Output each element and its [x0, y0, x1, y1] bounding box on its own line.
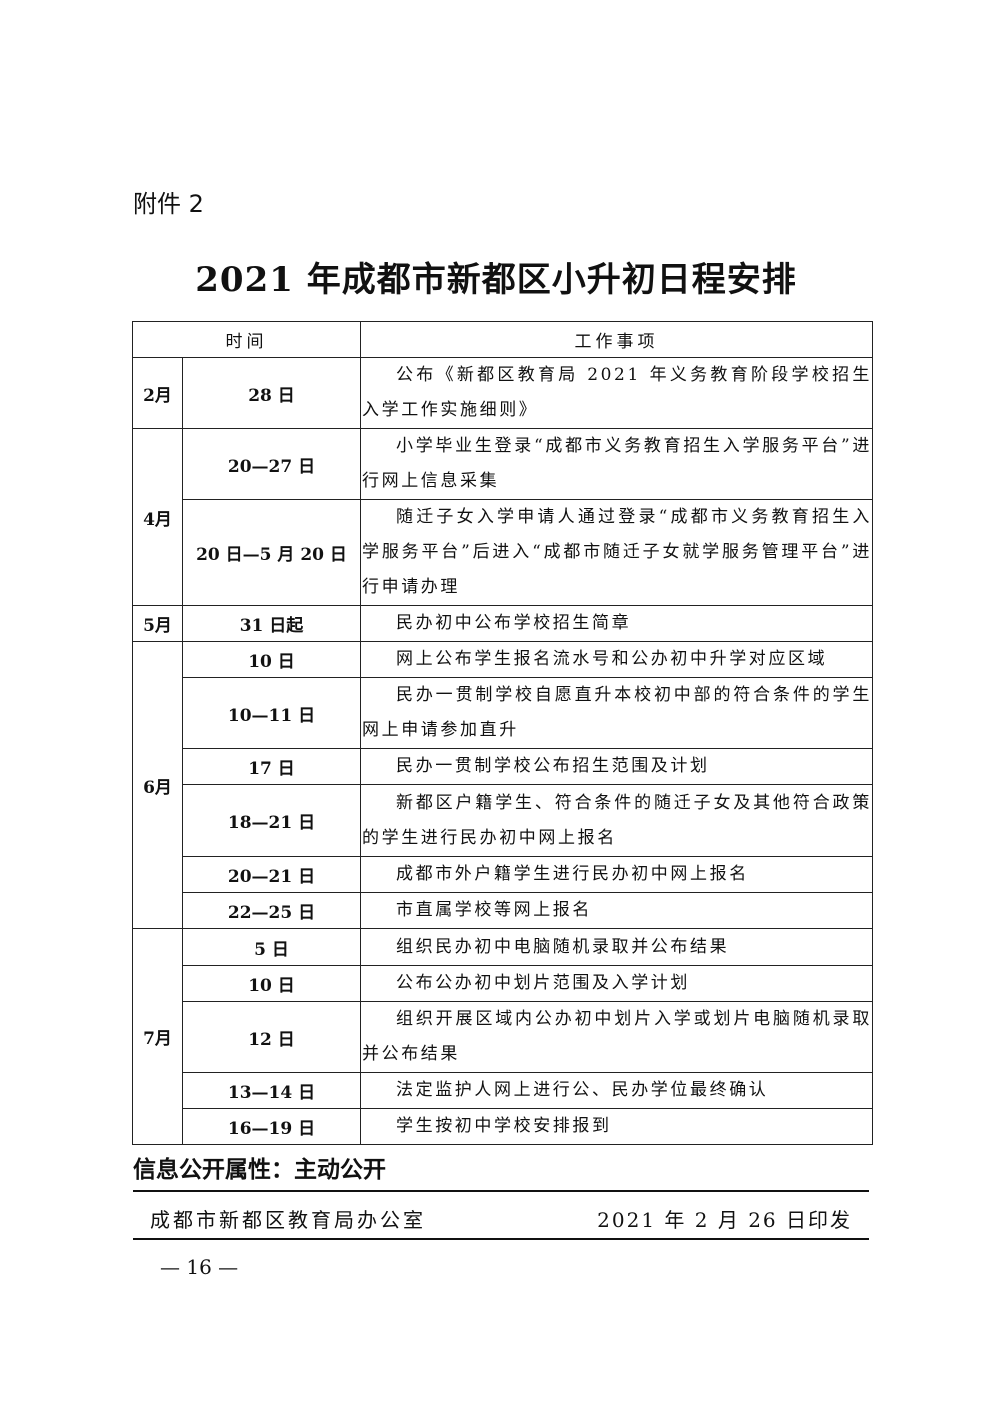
date-cell: 5 日 [182, 928, 361, 966]
date-cell: 22—25 日 [182, 892, 361, 929]
month-cell: 4月 [132, 428, 183, 606]
table-row: 5月 31 日起 民办初中公布学校招生简章 [132, 605, 873, 642]
date-cell: 10—11 日 [182, 677, 361, 749]
table-row: 2月 28 日公布《新都区教育局 2021 年义务教育阶段学校招生入学工作实施细则… [132, 357, 873, 429]
task-cell: 市直属学校等网上报名 [360, 892, 873, 929]
table-row: 22—25 日 市直属学校等网上报名 [133, 892, 873, 929]
table-row: 13—14 日 法定监护人网上进行公、民办学位最终确认 [133, 1072, 873, 1109]
task-text: 学生按初中学校安排报到 [396, 1116, 612, 1136]
attachment-label: 附件 2 [133, 190, 204, 218]
header-time: 时间 [132, 321, 361, 358]
date-cell: 12 日 [182, 1001, 361, 1073]
task-cell: 小学毕业生登录“成都市义务教育招生入学服务平台”进行网上信息采集 [360, 428, 873, 500]
table-row: 20—21 日 成都市外户籍学生进行民办初中网上报名 [133, 856, 873, 893]
task-text: 成都市外户籍学生进行民办初中网上报名 [396, 864, 749, 884]
task-text: 随迁子女入学申请人通过登录“成都市义务教育招生入学服务平台”后进入“成都市随迁子… [362, 507, 872, 597]
task-text: 民办一贯制学校自愿直升本校初中部的符合条件的学生网上申请参加直升 [362, 685, 872, 740]
table-row: 4月 20—27 日小学毕业生登录“成都市义务教育招生入学服务平台”进行网上信息采… [132, 428, 873, 606]
page-title: 2021 年成都市新都区小升初日程安排 [195, 260, 797, 300]
info-disclosure-attribute: 信息公开属性：主动公开 [133, 1157, 386, 1183]
table-row: 18—21 日新都区户籍学生、符合条件的随迁子女及其他符合政策的学生进行民办初中… [133, 784, 873, 857]
header-tasks: 工作事项 [360, 321, 873, 358]
task-cell: 民办初中公布学校招生简章 [360, 605, 873, 642]
schedule-table: 时间 工作事项 2月 28 日公布《新都区教育局 2021 年义务教育阶段学校招生… [132, 321, 873, 1145]
task-text: 市直属学校等网上报名 [396, 900, 592, 920]
table-row: 12 日组织开展区域内公办初中划片入学或划片电脑随机录取并公布结果 [133, 1001, 873, 1073]
issuer: 成都市新都区教育局办公室 [150, 1208, 426, 1232]
table-row: 7月 5 日 组织民办初中电脑随机录取并公布结果 [132, 928, 873, 1145]
date-cell: 18—21 日 [182, 784, 361, 857]
date-cell: 20—21 日 [182, 856, 361, 893]
date-cell: 10 日 [182, 641, 361, 678]
table-header-row: 时间 工作事项 [132, 321, 873, 358]
task-text: 组织民办初中电脑随机录取并公布结果 [396, 936, 730, 957]
task-cell: 民办一贯制学校公布招生范围及计划 [360, 748, 873, 785]
task-text: 公布《新都区教育局 2021 年义务教育阶段学校招生入学工作实施细则》 [362, 365, 872, 420]
date-cell: 16—19 日 [182, 1108, 361, 1145]
table-row: 17 日 民办一贯制学校公布招生范围及计划 [133, 748, 873, 785]
date-cell: 17 日 [182, 748, 361, 785]
table-row: 20 日—5 月 20 日随迁子女入学申请人通过登录“成都市义务教育招生入学服务… [133, 499, 873, 606]
task-cell: 随迁子女入学申请人通过登录“成都市义务教育招生入学服务平台”后进入“成都市随迁子… [360, 499, 873, 606]
task-text: 组织开展区域内公办初中划片入学或划片电脑随机录取并公布结果 [362, 1009, 872, 1064]
task-text: 民办初中公布学校招生简章 [396, 613, 632, 633]
task-cell: 公布公办初中划片范围及入学计划 [360, 965, 873, 1002]
month-cell: 2月 [132, 357, 183, 429]
date-cell: 10 日 [182, 965, 361, 1002]
task-cell: 公布《新都区教育局 2021 年义务教育阶段学校招生入学工作实施细则》 [360, 357, 873, 429]
month-cell: 6月 [132, 641, 183, 929]
date-cell: 31 日起 [182, 605, 361, 642]
divider-bottom [133, 1238, 869, 1240]
task-cell: 民办一贯制学校自愿直升本校初中部的符合条件的学生网上申请参加直升 [360, 677, 873, 749]
task-text: 新都区户籍学生、符合条件的随迁子女及其他符合政策的学生进行民办初中网上报名 [362, 792, 872, 848]
task-cell: 成都市外户籍学生进行民办初中网上报名 [360, 856, 873, 893]
issue-date: 2021 年 2 月 26 日印发 [597, 1208, 852, 1232]
month-cell: 5月 [132, 605, 183, 642]
date-cell: 13—14 日 [182, 1072, 361, 1109]
date-cell: 20—27 日 [182, 428, 361, 500]
page-number: — 16 — [160, 1255, 239, 1279]
table-row: 10 日 公布公办初中划片范围及入学计划 [133, 965, 873, 1002]
task-text: 小学毕业生登录“成都市义务教育招生入学服务平台”进行网上信息采集 [362, 436, 872, 491]
task-text: 公布公办初中划片范围及入学计划 [396, 973, 690, 993]
table-row: 6月 10 日 网上公布学生报名流水号和公办初中升学对应区域 [132, 641, 873, 929]
date-cell: 20 日—5 月 20 日 [182, 499, 361, 606]
task-cell: 网上公布学生报名流水号和公办初中升学对应区域 [360, 641, 873, 678]
task-cell: 组织开展区域内公办初中划片入学或划片电脑随机录取并公布结果 [360, 1001, 873, 1073]
divider-top [133, 1190, 869, 1192]
table-row: 10—11 日民办一贯制学校自愿直升本校初中部的符合条件的学生网上申请参加直升 [133, 677, 873, 749]
task-cell: 组织民办初中电脑随机录取并公布结果 [360, 928, 873, 966]
task-text: 民办一贯制学校公布招生范围及计划 [396, 756, 710, 776]
task-text: 法定监护人网上进行公、民办学位最终确认 [396, 1080, 769, 1100]
date-cell: 28 日 [182, 357, 361, 429]
task-cell: 学生按初中学校安排报到 [360, 1108, 873, 1145]
task-cell: 新都区户籍学生、符合条件的随迁子女及其他符合政策的学生进行民办初中网上报名 [360, 784, 873, 857]
month-cell: 7月 [132, 928, 183, 1145]
task-text: 网上公布学生报名流水号和公办初中升学对应区域 [396, 649, 828, 669]
table-row: 16—19 日 学生按初中学校安排报到 [133, 1108, 873, 1145]
task-cell: 法定监护人网上进行公、民办学位最终确认 [360, 1072, 873, 1109]
